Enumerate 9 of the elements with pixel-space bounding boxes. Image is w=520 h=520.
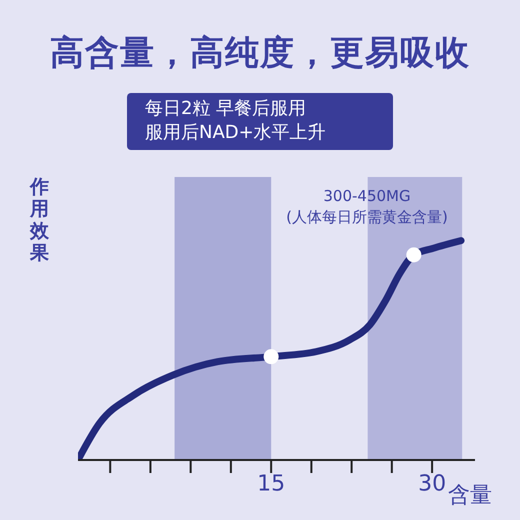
chart-title: 高含量，高纯度，更易吸收 — [49, 32, 471, 75]
text: 服用后NAD+水平上升 — [145, 121, 327, 145]
text: (人体每日所需黄金含量) — [285, 207, 449, 228]
text: 300-450MG — [322, 186, 412, 207]
chart-subtitle: 每日2粒 早餐后服用 — [145, 97, 308, 121]
x-tick-label: 15 — [257, 472, 286, 497]
x-axis-title: 含量 — [448, 482, 492, 510]
x-tick-label: 30 — [418, 472, 446, 497]
y-axis-title: 作用效果 — [30, 176, 50, 264]
